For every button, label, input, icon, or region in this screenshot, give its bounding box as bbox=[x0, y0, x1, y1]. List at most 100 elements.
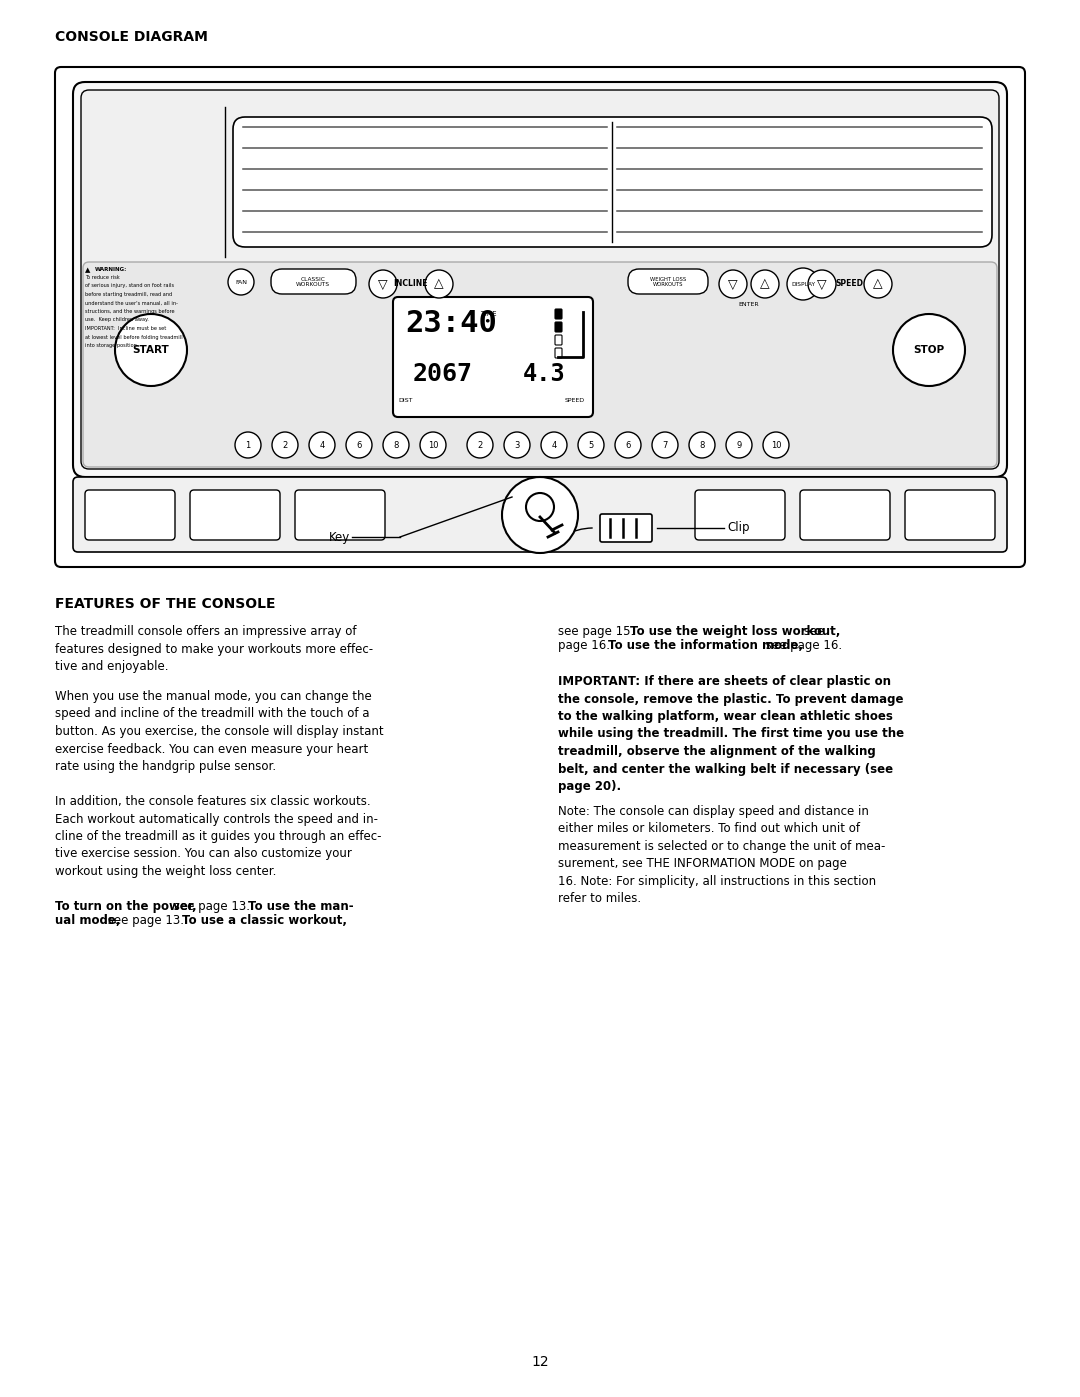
Text: To reduce risk: To reduce risk bbox=[85, 275, 120, 279]
Circle shape bbox=[504, 432, 530, 458]
Text: into storage position.: into storage position. bbox=[85, 344, 138, 348]
Text: WEIGHT LOSS
WORKOUTS: WEIGHT LOSS WORKOUTS bbox=[650, 277, 686, 288]
Text: at lowest level before folding treadmill: at lowest level before folding treadmill bbox=[85, 334, 183, 339]
Text: WARNING:: WARNING: bbox=[95, 267, 127, 272]
Text: 6: 6 bbox=[625, 440, 631, 450]
FancyBboxPatch shape bbox=[81, 89, 999, 469]
Circle shape bbox=[762, 432, 789, 458]
Text: STOP: STOP bbox=[914, 345, 945, 355]
Circle shape bbox=[467, 432, 492, 458]
Circle shape bbox=[787, 268, 819, 300]
Circle shape bbox=[652, 432, 678, 458]
Text: use.  Keep children away.: use. Keep children away. bbox=[85, 317, 149, 323]
Text: TIME: TIME bbox=[480, 312, 497, 317]
Text: see page 15.: see page 15. bbox=[558, 624, 638, 638]
Circle shape bbox=[719, 270, 747, 298]
Text: 6: 6 bbox=[356, 440, 362, 450]
FancyBboxPatch shape bbox=[271, 270, 356, 293]
Text: To use the man-: To use the man- bbox=[247, 900, 353, 914]
FancyBboxPatch shape bbox=[190, 490, 280, 541]
Text: 4: 4 bbox=[320, 440, 325, 450]
Text: structions, and the warnings before: structions, and the warnings before bbox=[85, 309, 175, 314]
Text: INCLINE: INCLINE bbox=[394, 279, 429, 289]
Text: When you use the manual mode, you can change the
speed and incline of the treadm: When you use the manual mode, you can ch… bbox=[55, 690, 383, 773]
Text: DIST: DIST bbox=[399, 398, 413, 402]
Text: CLASSIC
WORKOUTS: CLASSIC WORKOUTS bbox=[296, 277, 330, 288]
Text: CONSOLE DIAGRAM: CONSOLE DIAGRAM bbox=[55, 29, 207, 43]
Text: understand the user's manual, all in-: understand the user's manual, all in- bbox=[85, 300, 178, 306]
FancyBboxPatch shape bbox=[555, 348, 562, 358]
Text: 4: 4 bbox=[552, 440, 556, 450]
Text: page 16.: page 16. bbox=[558, 638, 613, 652]
Circle shape bbox=[309, 432, 335, 458]
Text: In addition, the console features six classic workouts.
Each workout automatical: In addition, the console features six cl… bbox=[55, 795, 381, 877]
Circle shape bbox=[526, 493, 554, 521]
Circle shape bbox=[228, 270, 254, 295]
Text: FAN: FAN bbox=[235, 279, 247, 285]
Text: ▽: ▽ bbox=[818, 278, 827, 291]
Text: ▽: ▽ bbox=[378, 278, 388, 291]
Text: of serious injury, stand on foot rails: of serious injury, stand on foot rails bbox=[85, 284, 174, 289]
FancyBboxPatch shape bbox=[555, 309, 562, 319]
Text: SPEED: SPEED bbox=[836, 279, 864, 289]
FancyBboxPatch shape bbox=[73, 82, 1007, 476]
Text: 1: 1 bbox=[245, 440, 251, 450]
Text: 8: 8 bbox=[393, 440, 399, 450]
Text: ▲: ▲ bbox=[85, 267, 91, 272]
Text: 9: 9 bbox=[737, 440, 742, 450]
FancyBboxPatch shape bbox=[696, 490, 785, 541]
Circle shape bbox=[383, 432, 409, 458]
FancyBboxPatch shape bbox=[555, 335, 562, 345]
FancyBboxPatch shape bbox=[800, 490, 890, 541]
Circle shape bbox=[272, 432, 298, 458]
Text: see page 13.: see page 13. bbox=[171, 900, 254, 914]
Circle shape bbox=[541, 432, 567, 458]
Circle shape bbox=[502, 476, 578, 553]
Text: 4.3: 4.3 bbox=[523, 362, 566, 386]
Text: 2067: 2067 bbox=[413, 362, 473, 386]
Circle shape bbox=[420, 432, 446, 458]
FancyBboxPatch shape bbox=[295, 490, 384, 541]
Circle shape bbox=[615, 432, 642, 458]
Text: ▽: ▽ bbox=[728, 278, 738, 291]
Text: IMPORTANT:  Incline must be set: IMPORTANT: Incline must be set bbox=[85, 326, 166, 331]
Text: START: START bbox=[133, 345, 170, 355]
Text: FEATURES OF THE CONSOLE: FEATURES OF THE CONSOLE bbox=[55, 597, 275, 610]
FancyBboxPatch shape bbox=[233, 117, 993, 247]
Text: DISPLAY: DISPLAY bbox=[791, 282, 815, 286]
Circle shape bbox=[426, 270, 453, 298]
Text: 5: 5 bbox=[589, 440, 594, 450]
FancyBboxPatch shape bbox=[55, 67, 1025, 567]
Circle shape bbox=[726, 432, 752, 458]
Circle shape bbox=[114, 314, 187, 386]
Circle shape bbox=[893, 314, 966, 386]
Text: 10: 10 bbox=[428, 440, 438, 450]
FancyBboxPatch shape bbox=[627, 270, 708, 293]
Text: 8: 8 bbox=[700, 440, 704, 450]
Text: ENTER: ENTER bbox=[739, 302, 759, 307]
Text: To use the information mode,: To use the information mode, bbox=[607, 638, 802, 652]
Text: SPEED: SPEED bbox=[565, 398, 585, 402]
Text: 10: 10 bbox=[771, 440, 781, 450]
Text: To use the weight loss workout,: To use the weight loss workout, bbox=[630, 624, 840, 638]
Circle shape bbox=[369, 270, 397, 298]
Text: To turn on the power,: To turn on the power, bbox=[55, 900, 197, 914]
FancyBboxPatch shape bbox=[73, 476, 1007, 552]
Text: To use a classic workout,: To use a classic workout, bbox=[181, 914, 347, 928]
Circle shape bbox=[578, 432, 604, 458]
FancyBboxPatch shape bbox=[905, 490, 995, 541]
Text: The treadmill console offers an impressive array of
features designed to make yo: The treadmill console offers an impressi… bbox=[55, 624, 373, 673]
Text: before starting treadmill, read and: before starting treadmill, read and bbox=[85, 292, 172, 298]
Text: see page 16.: see page 16. bbox=[761, 638, 841, 652]
Text: 23:40: 23:40 bbox=[405, 309, 497, 338]
Circle shape bbox=[346, 432, 372, 458]
Circle shape bbox=[751, 270, 779, 298]
FancyBboxPatch shape bbox=[393, 298, 593, 416]
Text: see: see bbox=[800, 624, 824, 638]
Circle shape bbox=[235, 432, 261, 458]
Text: Note: The console can display speed and distance in
either miles or kilometers. : Note: The console can display speed and … bbox=[558, 805, 886, 905]
FancyBboxPatch shape bbox=[85, 490, 175, 541]
Text: Key: Key bbox=[328, 531, 350, 543]
Text: 3: 3 bbox=[514, 440, 519, 450]
FancyBboxPatch shape bbox=[555, 321, 562, 332]
